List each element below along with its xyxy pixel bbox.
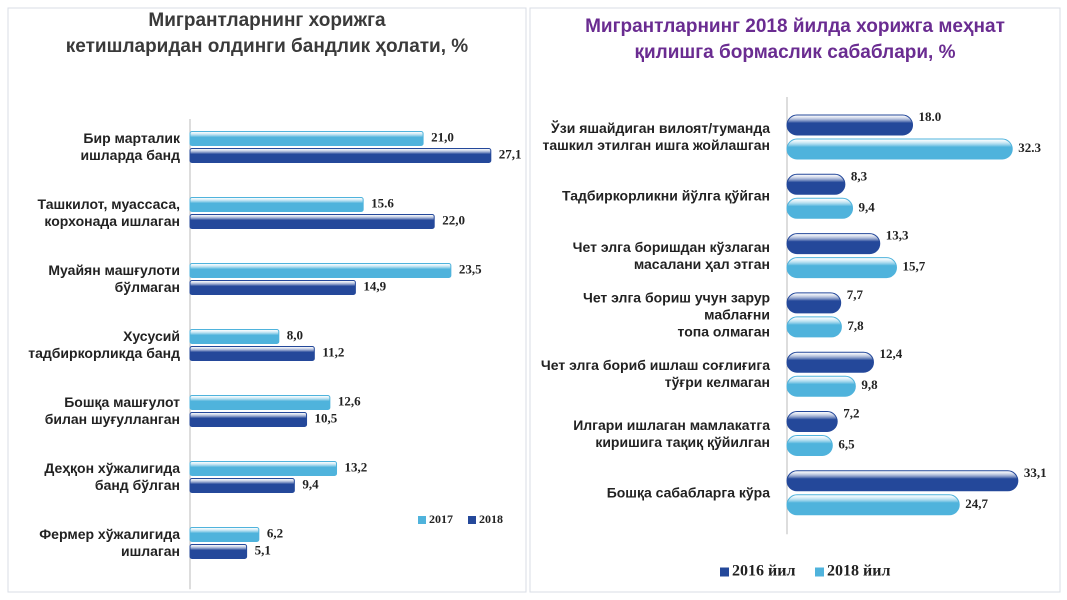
bar (189, 544, 248, 559)
bar (189, 197, 364, 212)
data-label: 24,7 (965, 496, 988, 511)
category-label: Чет элга боришдан кўзлаган масалани ҳал … (572, 238, 770, 272)
bar (189, 461, 338, 476)
bar (189, 478, 295, 493)
category-label: Бошқа сабабларга кўра (606, 484, 770, 501)
data-label: 27,1 (499, 146, 522, 161)
data-label: 7,7 (847, 287, 864, 302)
data-label: 11,2 (322, 344, 344, 359)
data-label: 6,2 (267, 525, 283, 540)
left-panel (7, 7, 527, 593)
category-label: Чет элга бориб ишлаш соғлиғига тўғри кел… (540, 357, 770, 391)
category-label: Ташкилот, муассаса, корхонада ишлаган (37, 196, 181, 229)
bar (189, 329, 280, 344)
bar (786, 316, 842, 338)
data-label: 9,4 (302, 476, 319, 491)
bar (189, 280, 356, 295)
bar (786, 197, 854, 219)
data-label: 7,8 (847, 318, 864, 333)
data-label: 9,4 (859, 199, 876, 214)
bar (189, 263, 452, 278)
data-label: 22,0 (442, 212, 465, 227)
bar (786, 375, 856, 397)
data-label: 10,5 (315, 410, 338, 425)
chart-title: Мигрантларнинг 2018 йилда хорижга меҳнат… (585, 16, 1005, 63)
data-label: 12,6 (338, 393, 361, 408)
category-label: Ўзи яшайдиган вилоят/туманда ташкил этил… (542, 120, 770, 153)
data-label: 18.0 (919, 109, 942, 124)
legend-swatch (418, 516, 426, 524)
bar (786, 138, 1013, 160)
data-label: 7,2 (843, 405, 859, 420)
bar (786, 114, 914, 136)
category-label: Чет элга бориш учун зарур маблағни топа … (582, 289, 770, 340)
bar (786, 233, 881, 255)
bar (786, 173, 846, 195)
data-label: 8,0 (287, 327, 303, 342)
bar (189, 214, 435, 229)
bar (189, 527, 260, 542)
data-label: 9,8 (861, 377, 878, 392)
data-label: 33,1 (1024, 465, 1047, 480)
data-label: 12,4 (879, 346, 902, 361)
bar (786, 351, 874, 373)
bar (189, 148, 492, 163)
data-label: 8,3 (851, 168, 868, 183)
data-label: 14,9 (363, 278, 386, 293)
data-label: 23,5 (459, 261, 482, 276)
bar (189, 346, 315, 361)
bar (786, 494, 960, 516)
data-label: 21,0 (431, 129, 454, 144)
data-label: 15,7 (902, 259, 925, 274)
legend-swatch (468, 516, 476, 524)
bar (189, 395, 331, 410)
legend-label: 2017 (429, 512, 453, 526)
legend-swatch (815, 567, 824, 577)
category-label: Бир марталик ишларда банд (80, 130, 181, 163)
legend-swatch (720, 567, 729, 577)
category-label: Муайян машғулоти бўлмаган (48, 262, 180, 295)
legend-label: 2016 йил (732, 563, 795, 580)
bar (189, 412, 308, 427)
bar (786, 435, 833, 456)
chart-title: Мигрантларнинг хорижга кетишларидан олди… (65, 10, 469, 57)
bar (189, 131, 424, 146)
bar (786, 470, 1019, 492)
data-label: 13,3 (886, 228, 909, 243)
category-label: Тадбиркорликни йўлга қўйган (562, 187, 770, 204)
category-label: Бошқа машғулот билан шуғулланган (44, 394, 180, 427)
category-label: Фермер хўжалигида ишлаган (39, 526, 180, 559)
bar (786, 257, 897, 279)
category-label: Деҳқон хўжалигида банд бўлган (44, 460, 180, 493)
data-label: 32.3 (1018, 140, 1041, 155)
legend-label: 2018 (479, 512, 503, 526)
legend-label: 2018 йил (827, 563, 890, 580)
bar (786, 411, 838, 432)
data-label: 6,5 (838, 436, 855, 451)
data-label: 15.6 (371, 195, 394, 210)
bar (786, 292, 842, 314)
category-label: Илгари ишлаган мамлакатга киришига тақиқ… (573, 416, 770, 450)
category-label: Хусусий тадбиркорликда банд (28, 328, 180, 361)
data-label: 5,1 (255, 542, 271, 557)
data-label: 13,2 (345, 459, 368, 474)
